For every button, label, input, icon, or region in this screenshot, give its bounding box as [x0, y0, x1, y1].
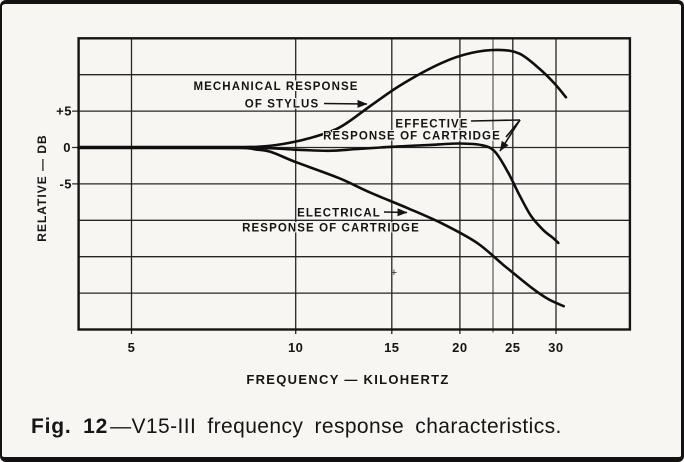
- xtick-15: 15: [384, 340, 399, 355]
- curve-electrical-response: [77, 146, 565, 308]
- xtick-25: 25: [505, 340, 520, 355]
- figure-number: Fig. 12: [31, 415, 109, 438]
- curve-effective-response: [77, 142, 560, 245]
- ytick-plus5: +5: [56, 104, 72, 119]
- plot-border: [77, 37, 632, 331]
- electrical-label-line1: ELECTRICAL: [297, 208, 381, 220]
- curves: [77, 48, 568, 308]
- y-axis-title: RELATIVE — DB: [35, 134, 49, 241]
- figure-caption: Fig. 12—V15-III frequency response chara…: [31, 415, 562, 439]
- xtick-30: 30: [548, 340, 563, 355]
- mechanical-label-line1: MECHANICAL RESPONSE: [193, 81, 358, 93]
- figure-caption-text: —V15-III frequency response characterist…: [110, 415, 562, 438]
- xtick-10: 10: [288, 340, 303, 355]
- ytick-minus5: -5: [59, 177, 72, 192]
- ytick-0: 0: [63, 140, 71, 155]
- mechanical-label-arrow: [323, 99, 368, 108]
- xtick-20: 20: [452, 340, 467, 355]
- x-axis-title: FREQUENCY — KILOHERTZ: [246, 372, 449, 387]
- effective-label-dash: [470, 119, 521, 122]
- mechanical-label-line2: OF STYLUS: [245, 99, 319, 111]
- effective-label-arrow: [499, 119, 521, 152]
- electrical-label-arrow: [383, 208, 408, 217]
- effective-label-line2: RESPONSE OF CARTRIDGE: [323, 131, 501, 143]
- electrical-label-line2: RESPONSE OF CARTRIDGE: [242, 223, 420, 235]
- xtick-5: 5: [128, 340, 136, 355]
- effective-label-line1: EFFECTIVE: [395, 119, 468, 131]
- print-artifact-plus: +: [391, 267, 397, 279]
